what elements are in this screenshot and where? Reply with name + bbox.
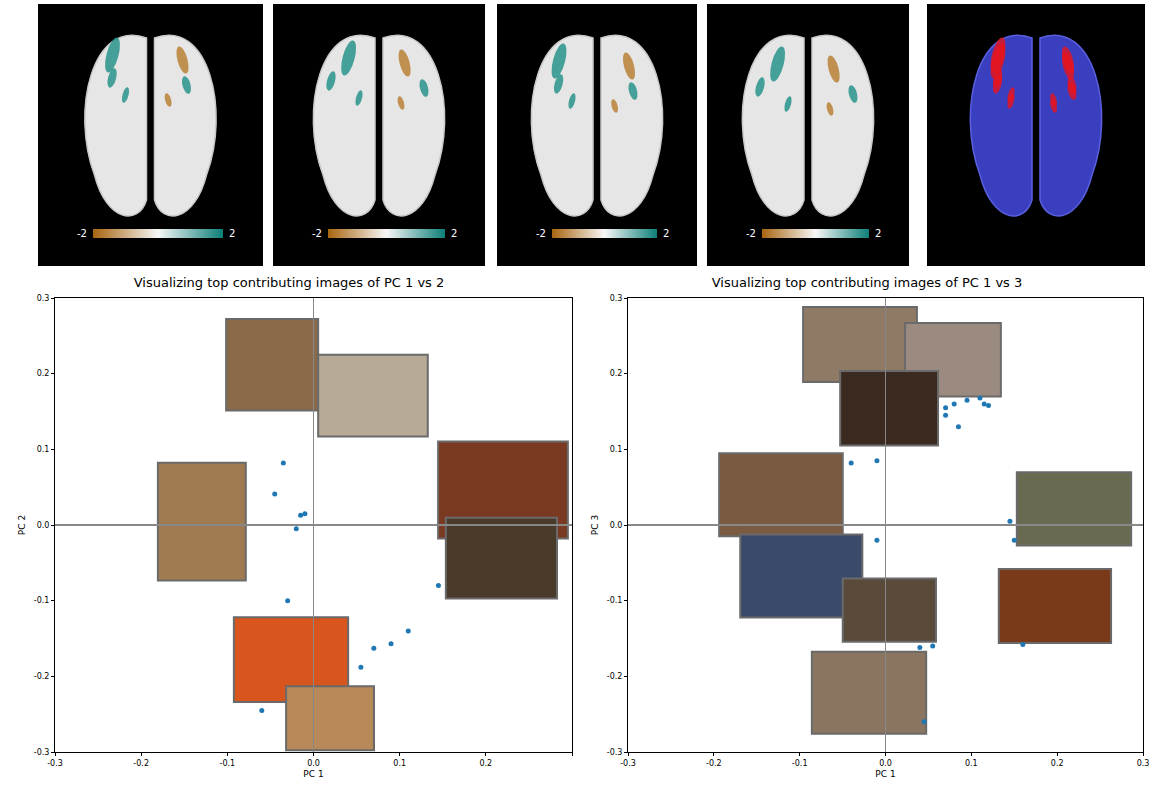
svg-text:-0.1: -0.1: [34, 596, 50, 605]
svg-text:0.2: 0.2: [37, 369, 50, 378]
svg-text:PC 2: PC 2: [17, 515, 27, 535]
svg-text:-0.3: -0.3: [620, 759, 636, 768]
svg-text:-0.3: -0.3: [607, 748, 623, 757]
svg-text:-0.2: -0.2: [607, 672, 623, 681]
svg-text:-2: -2: [312, 228, 322, 239]
svg-text:PC 3: PC 3: [590, 515, 600, 535]
svg-text:2: 2: [229, 228, 235, 239]
svg-text:-0.1: -0.1: [607, 596, 623, 605]
svg-text:0.1: 0.1: [393, 759, 406, 768]
svg-text:Visualizing top contributing i: Visualizing top contributing images of P…: [134, 275, 445, 290]
svg-text:0.0: 0.0: [307, 759, 320, 768]
svg-text:-2: -2: [746, 228, 756, 239]
svg-text:2: 2: [875, 228, 881, 239]
svg-text:-0.2: -0.2: [34, 672, 50, 681]
svg-text:0.1: 0.1: [610, 445, 623, 454]
svg-text:2: 2: [663, 228, 669, 239]
svg-text:-0.1: -0.1: [792, 759, 808, 768]
svg-text:Visualizing top contributing i: Visualizing top contributing images of P…: [712, 275, 1023, 290]
svg-text:0.0: 0.0: [610, 521, 623, 530]
svg-text:0.1: 0.1: [37, 445, 50, 454]
svg-text:-0.3: -0.3: [34, 748, 50, 757]
svg-text:-0.1: -0.1: [220, 759, 236, 768]
svg-text:0.3: 0.3: [610, 294, 623, 303]
svg-text:0.2: 0.2: [610, 369, 623, 378]
svg-text:0.3: 0.3: [1137, 759, 1150, 768]
svg-text:-2: -2: [77, 228, 87, 239]
svg-text:0.1: 0.1: [965, 759, 978, 768]
svg-text:PC 1: PC 1: [303, 769, 323, 779]
svg-text:0.0: 0.0: [37, 521, 50, 530]
svg-text:-0.2: -0.2: [706, 759, 722, 768]
svg-text:0.2: 0.2: [1051, 759, 1064, 768]
svg-text:-2: -2: [536, 228, 546, 239]
svg-text:0.0: 0.0: [879, 759, 892, 768]
svg-text:-0.2: -0.2: [133, 759, 149, 768]
svg-text:-0.3: -0.3: [47, 759, 63, 768]
svg-text:0.2: 0.2: [479, 759, 492, 768]
svg-text:0.3: 0.3: [37, 294, 50, 303]
svg-text:2: 2: [451, 228, 457, 239]
svg-text:PC 1: PC 1: [875, 769, 895, 779]
